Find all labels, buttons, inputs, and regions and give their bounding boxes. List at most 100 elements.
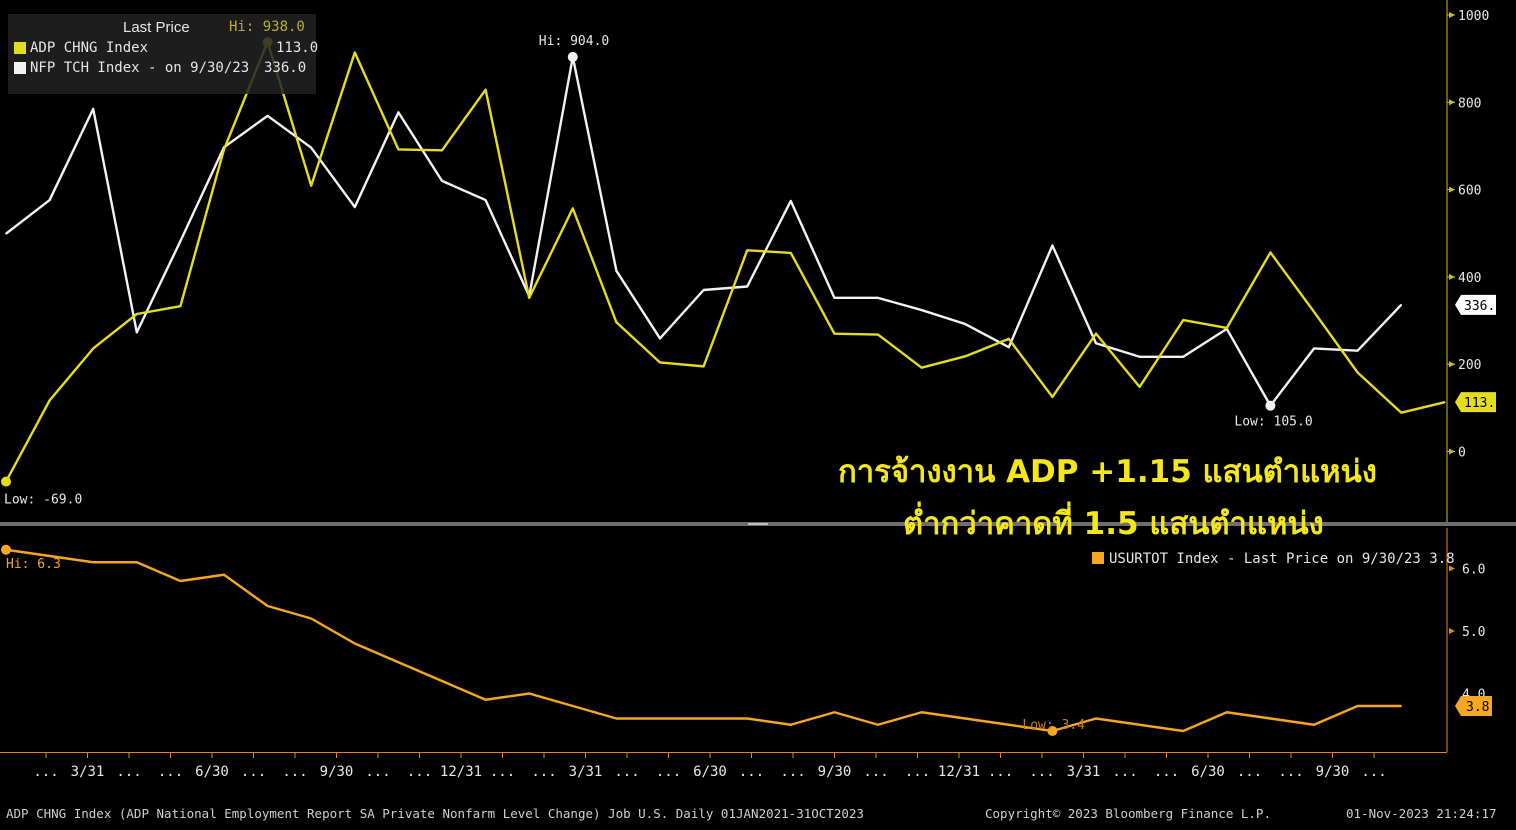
upper-y-tick-label: 200 [1458,358,1481,373]
nfp-low-marker [1265,400,1276,411]
adp-line-point [615,321,618,324]
adp-line-point [92,347,94,350]
unemployment-line-point [484,698,487,701]
x-tick-label: ... [905,764,930,780]
unemployment-line-point [615,717,618,720]
x-tick-label: ... [1112,764,1137,780]
x-tick-label: ... [33,764,58,780]
nfp-line-point [310,146,313,149]
unemployment-line-point [702,717,705,720]
unemployment-line-point [1356,705,1359,707]
nfp-line-point [179,240,182,242]
unemp-last-tag-text: 3.8 [1466,700,1489,715]
nfp-line-point [964,323,966,325]
unemp-last-tag-shape [1455,696,1492,716]
adp-low-marker [1,476,11,487]
adp-line-point [441,149,443,152]
adp-line-point [136,313,138,315]
upper-y-tick-label: 1000 [1458,9,1489,24]
unemp-low-marker [1047,726,1058,736]
unemp-swatch [1092,552,1104,564]
nfp-line-point [1356,349,1359,352]
legend-adp-value: 113.0 [276,40,319,56]
x-tick-label: ... [1237,764,1262,780]
x-tick-label: ... [1278,764,1303,780]
nfp-line-point [354,206,356,208]
adp-line-point [484,88,487,91]
x-tick-label: ... [365,764,390,780]
adp-line-point [48,399,51,402]
adp-line-point [659,361,661,364]
unemployment-line-point [1400,705,1402,707]
unemployment-line [5,548,1402,733]
adp-last-tag-text: 113.0 [1464,396,1503,411]
upper-y-tick-arrow [1449,361,1455,368]
nfp-line-point [1138,355,1141,358]
nfp-line-point [1400,304,1402,306]
lower-y-tick-arrow [1449,628,1455,634]
adp-line-point [1138,386,1141,388]
unemployment-line-point [266,605,269,607]
upper-legend: Last Price Hi: 938.0 ADP CHNG Index 113.… [8,14,318,94]
x-tick-label: ... [116,764,141,780]
x-tick-label: ... [282,764,307,780]
upper-y-tick-arrow [1449,186,1455,193]
nfp-line-point [833,297,836,299]
nfp-line-point [484,199,487,201]
upper-y-tick-label: 0 [1458,446,1466,461]
adp-line-point [1051,396,1054,398]
lower-legend-text: USURTOT Index - Last Price on 9/30/23 3.… [1109,551,1455,567]
x-tick-label: 9/30 [320,764,354,780]
unemp-low-label: Low: 3.4 [1022,718,1085,733]
upper-y-tick-arrow [1449,448,1455,455]
nfp-line-point [702,289,705,291]
unemployment-line-point [528,692,530,695]
unemployment-line-point [1313,723,1315,726]
adp-line-point [877,333,879,336]
nfp-line-point [92,108,94,110]
footer-timestamp: 01-Nov-2023 21:24:17 [1346,806,1497,821]
unemployment-line-point [920,711,923,714]
adp-line-point [1313,311,1315,313]
nfp-last-tag-text: 336.0 [1464,299,1503,314]
x-tick-label: ... [780,764,805,780]
lower-legend[interactable]: USURTOT Index - Last Price on 9/30/23 3.… [1092,551,1455,567]
legend-adp-name: ADP CHNG Index [30,40,149,56]
x-tick-label: ... [1361,764,1386,780]
x-tick-label: ... [1154,764,1179,780]
adp-line-point [310,184,313,187]
lower-y-tick-arrow [1449,565,1455,572]
adp-low-label: Low: -69.0 [4,493,82,508]
adp-line-point [179,305,182,307]
adp-line-point [528,297,530,299]
x-tick-label: 12/31 [938,764,980,780]
adp-line-point [1226,327,1228,329]
unemployment-line-point [354,642,356,645]
x-tick-label: ... [1029,764,1054,780]
x-tick-label: 9/30 [818,764,852,780]
adp-line-point [1444,401,1446,403]
unemployment-line-point [572,705,574,707]
unemployment-line-point [1182,730,1184,732]
adp-line-point [1400,411,1402,414]
x-tick-label: ... [863,764,888,780]
nfp-high-marker [567,51,578,62]
nfp-line-point [1051,244,1054,247]
headline-line-2: ต่ำกว่าคาดที่ 1.5 แสนตำแหน่ง [903,506,1324,542]
legend-item-adp[interactable]: ADP CHNG Index 113.0 [14,39,318,58]
nfp-line-point [920,309,923,311]
x-tick-label: ... [656,764,681,780]
lower-y-tick-label: 5.0 [1462,625,1485,640]
legend-header-hi: Hi: 938.0 [229,19,305,35]
unemployment-line-point [397,661,400,664]
unemployment-line-point [223,573,225,576]
adp-line-point [746,249,748,252]
upper-y-tick-arrow [1449,12,1455,18]
adp-line-point [920,366,923,369]
upper-y-tick-label: 400 [1458,271,1481,286]
unemp-last-tag: 3.8 [1455,696,1492,716]
unemployment-line-point [659,717,661,720]
headline-line-1: การจ้างงาน ADP +1.15 แสนตำแหน่ง [838,454,1377,490]
legend-item-nfp[interactable]: NFP TCH Index - on 9/30/23 336.0 [14,59,314,78]
